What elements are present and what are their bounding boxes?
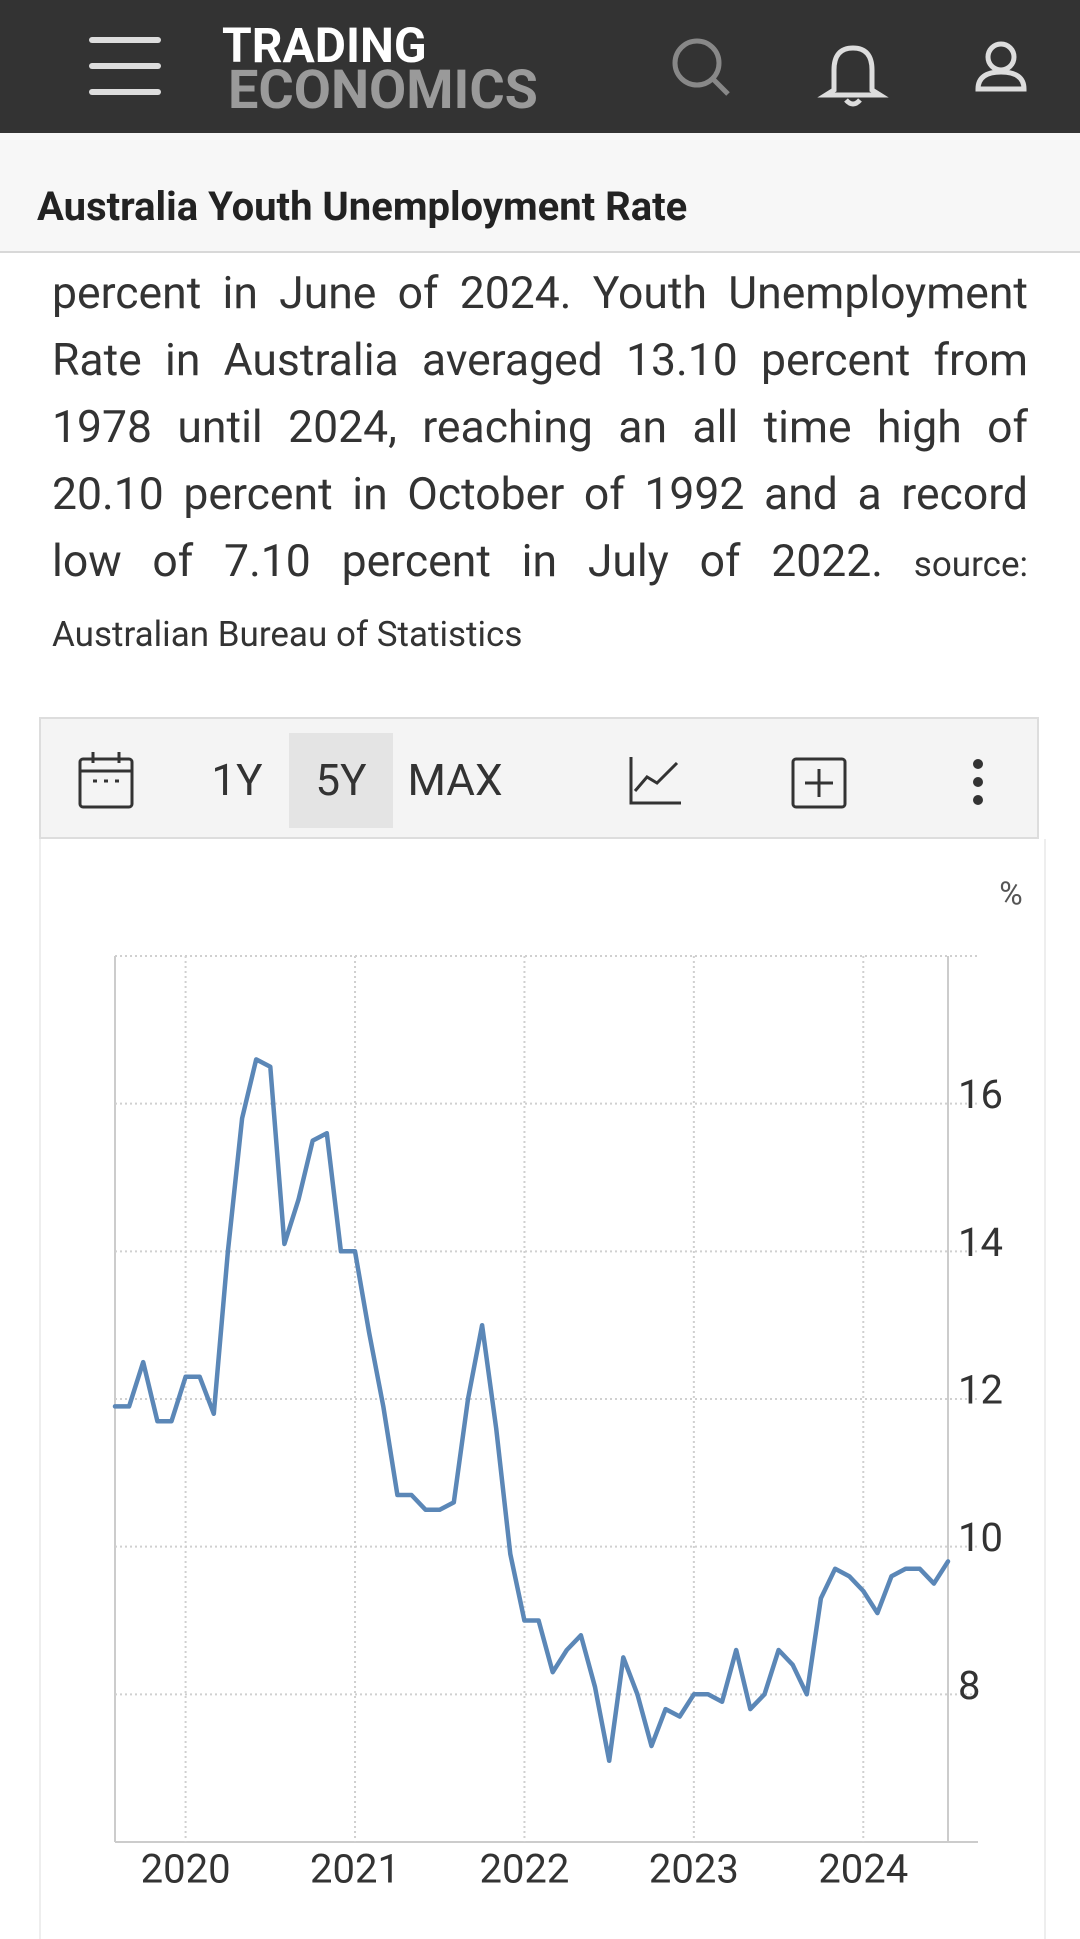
- y-tick-label: 14: [958, 1219, 1003, 1266]
- chart: % 8 10 12 14 16 2020 2021 2022 2023 2024: [112, 874, 1023, 1893]
- logo-top[interactable]: TRADING: [222, 17, 427, 74]
- y-tick-label: 12: [958, 1367, 1003, 1414]
- notifications-button[interactable]: [817, 45, 889, 107]
- range-button[interactable]: 5Y: [289, 733, 393, 828]
- x-tick-label: 2022: [479, 1846, 569, 1893]
- chart-type-button[interactable]: [629, 757, 681, 805]
- toolbar-icons: [78, 752, 983, 809]
- source-note: source: Australian Bureau of Statistics: [52, 544, 1028, 655]
- account-button[interactable]: [975, 41, 1027, 92]
- description-text: percent in June of 2024. Youth Unemploym…: [52, 267, 1028, 587]
- title-bar: Australia Youth Unemployment Rate: [0, 133, 1080, 253]
- calendar-button[interactable]: [78, 752, 134, 809]
- header-icons: TRADING ECONOMICS: [89, 17, 1027, 122]
- chart-toolbar: 1Y 5Y MAX: [39, 717, 1039, 839]
- range-button[interactable]: MAX: [407, 754, 503, 806]
- y-tick-label: 10: [958, 1514, 1003, 1561]
- more-button[interactable]: [973, 759, 983, 805]
- x-tick-label: 2020: [141, 1846, 231, 1893]
- top-bar: TRADING ECONOMICS: [0, 0, 1080, 133]
- search-button[interactable]: [672, 38, 730, 96]
- range-button[interactable]: 1Y: [211, 754, 263, 806]
- y-tick-label: 16: [958, 1071, 1003, 1118]
- logo-bottom[interactable]: ECONOMICS: [228, 59, 538, 122]
- x-tick-label: 2023: [649, 1846, 739, 1893]
- page-title: Australia Youth Unemployment Rate: [37, 183, 688, 230]
- x-tick-label: 2021: [310, 1846, 400, 1893]
- menu-button[interactable]: [89, 37, 161, 95]
- compare-button[interactable]: [791, 757, 847, 809]
- chart-area: % 8 10 12 14 16 2020 2021 2022 2023 2024: [39, 839, 1046, 1939]
- y-tick-label: 8: [958, 1662, 980, 1709]
- data-line: [112, 1057, 951, 1764]
- description: percent in June of 2024. Youth Unemploym…: [52, 260, 1028, 668]
- y-unit-label: %: [999, 874, 1022, 912]
- x-tick-label: 2024: [818, 1846, 908, 1893]
